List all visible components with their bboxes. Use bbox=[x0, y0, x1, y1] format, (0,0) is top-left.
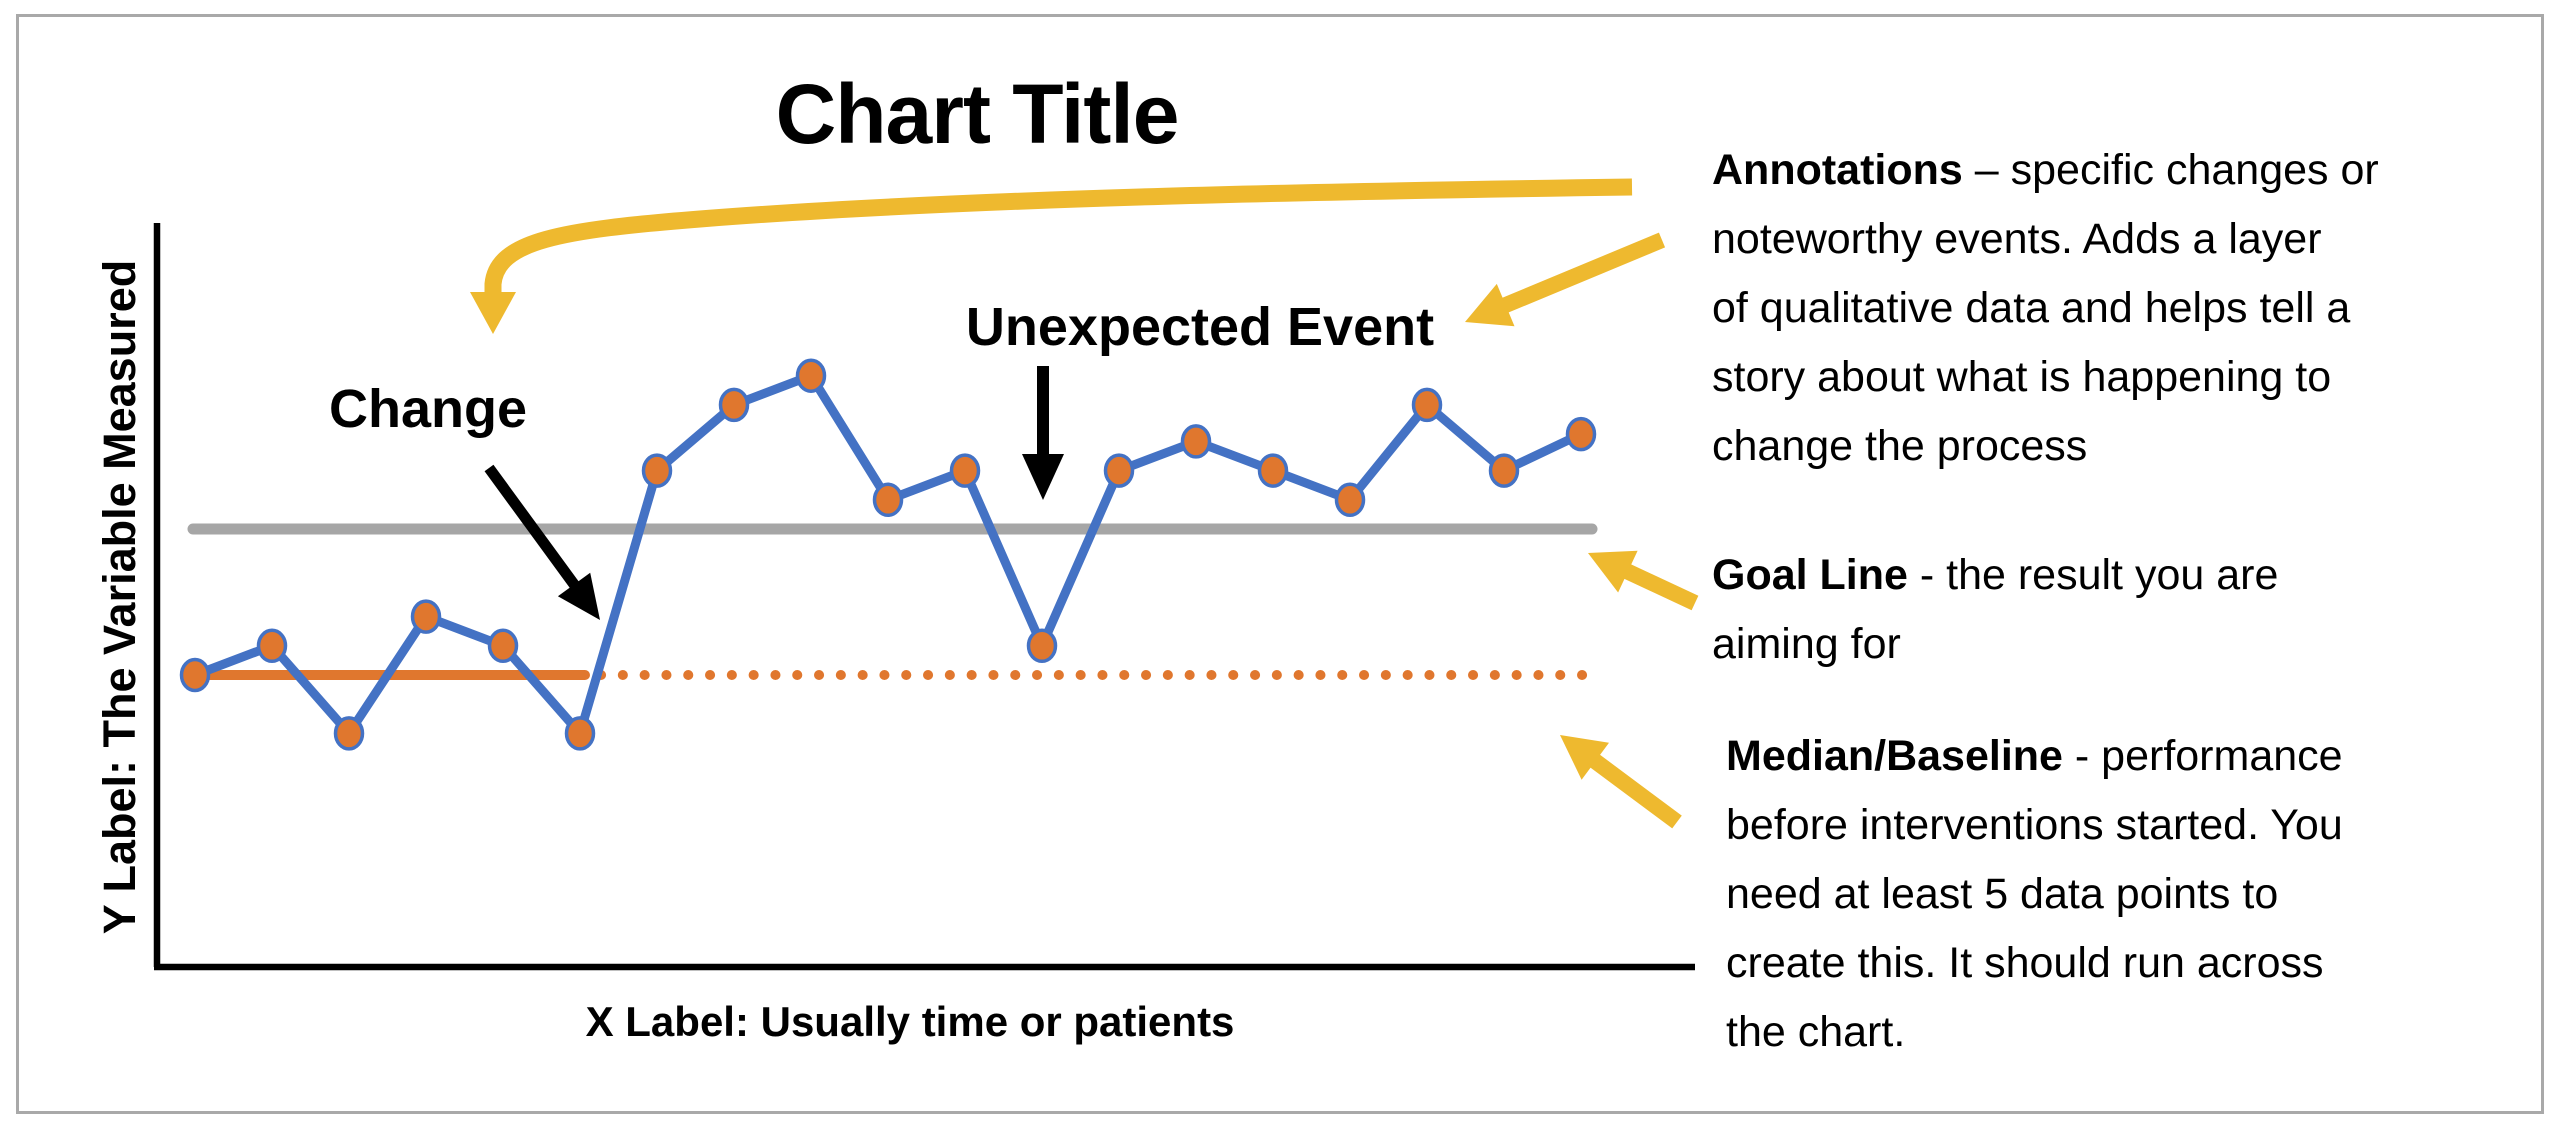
data-point-marker bbox=[1180, 424, 1212, 459]
note-block-goal-line: Goal Line - the result you are aiming for bbox=[1712, 541, 2542, 679]
data-point-markers bbox=[179, 358, 1597, 751]
unexpected-event-annotation-label: Unexpected Event bbox=[965, 297, 1435, 357]
data-point-marker bbox=[487, 628, 519, 664]
note-line: of qualitative data and helps tell a bbox=[1712, 284, 2351, 332]
note-block-annotations: Annotations – specific changes or notewor… bbox=[1712, 136, 2542, 481]
data-point-marker bbox=[1103, 453, 1135, 488]
note-lead: Annotations bbox=[1712, 146, 1963, 194]
data-point-marker bbox=[872, 482, 904, 518]
note-line: create this. It should run across bbox=[1726, 939, 2324, 987]
note-line: change the process bbox=[1712, 422, 2088, 470]
note-line: Median/Baseline - performance bbox=[1726, 732, 2343, 780]
data-point-marker bbox=[641, 453, 673, 488]
note-lead: Goal Line bbox=[1712, 551, 1908, 599]
data-point-marker bbox=[1334, 482, 1366, 518]
data-point-marker bbox=[333, 716, 365, 751]
data-point-marker bbox=[949, 453, 981, 488]
data-point-marker bbox=[410, 599, 442, 634]
note-line: Goal Line - the result you are bbox=[1712, 551, 2279, 599]
axes bbox=[153, 223, 1695, 971]
note-line: need at least 5 data points to bbox=[1726, 870, 2279, 918]
curved-callout-arrow bbox=[470, 178, 1633, 334]
data-point-marker bbox=[256, 628, 288, 664]
change-annotation-label: Change bbox=[328, 379, 528, 439]
unexpected-event-arrow bbox=[1022, 366, 1064, 500]
median-callout-arrow bbox=[1560, 735, 1682, 829]
data-point-marker bbox=[1026, 628, 1058, 664]
data-point-marker bbox=[1411, 387, 1443, 423]
data-point-marker bbox=[1257, 453, 1289, 488]
x-axis-label: X Label: Usually time or patients bbox=[585, 998, 1235, 1045]
data-point-marker bbox=[718, 387, 750, 423]
annotations-callout-arrow bbox=[1465, 232, 1666, 327]
note-block-median-baseline: Median/Baseline - performance before inte… bbox=[1726, 722, 2556, 1067]
data-point-marker bbox=[795, 358, 827, 393]
note-line: aiming for bbox=[1712, 620, 1901, 668]
goal-callout-arrow bbox=[1588, 550, 1699, 611]
chart-title: Chart Title bbox=[775, 67, 1180, 161]
note-lead: Median/Baseline bbox=[1726, 732, 2063, 780]
note-line: before interventions started. You bbox=[1726, 801, 2343, 849]
note-line: noteworthy events. Adds a layer bbox=[1712, 215, 2322, 263]
change-arrow bbox=[484, 464, 600, 620]
note-line: Annotations – specific changes or bbox=[1712, 146, 2379, 194]
data-point-marker bbox=[1565, 416, 1597, 452]
data-point-marker bbox=[1488, 453, 1520, 488]
data-point-marker bbox=[179, 657, 211, 693]
note-line: story about what is happening to bbox=[1712, 353, 2332, 401]
note-line: the chart. bbox=[1726, 1008, 1906, 1056]
data-point-marker bbox=[564, 716, 596, 751]
